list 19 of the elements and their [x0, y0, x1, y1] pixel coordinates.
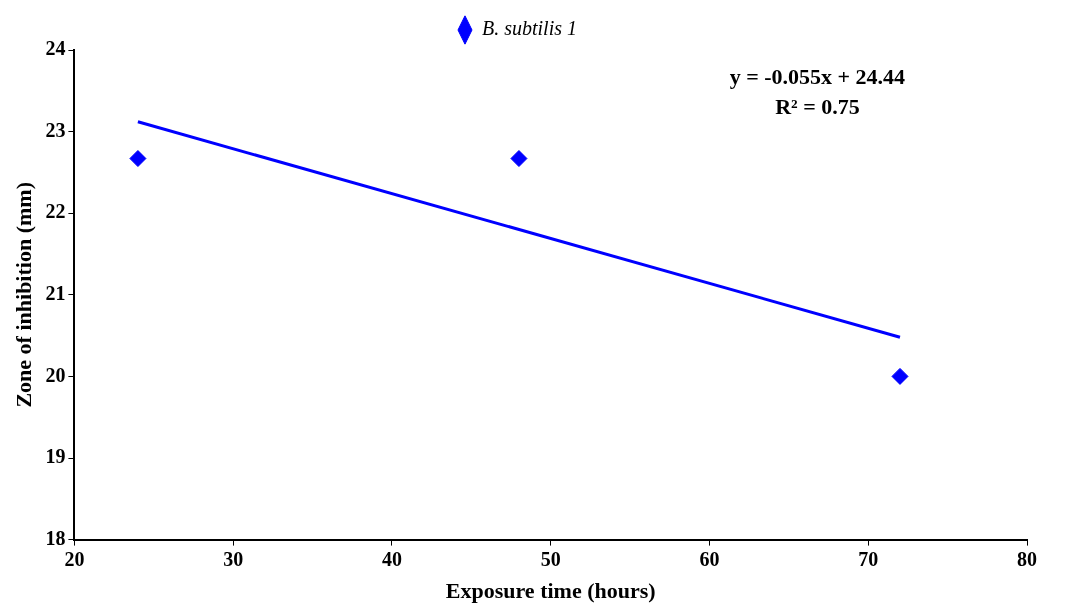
x-tick-label: 40	[381, 547, 402, 570]
y-tick-label: 19	[45, 445, 66, 468]
y-tick-label: 24	[45, 37, 66, 60]
x-tick-label: 50	[540, 547, 561, 570]
y-tick-label: 21	[45, 281, 66, 304]
y-tick-label: 18	[45, 526, 66, 549]
x-tick-label: 70	[858, 547, 879, 570]
y-axis-title: Zone of inhibition (mm)	[10, 182, 36, 408]
y-tick-label: 23	[45, 118, 66, 141]
x-tick-label: 20	[64, 547, 85, 570]
annotation: R² = 0.75	[775, 93, 860, 119]
y-tick-label: 20	[45, 363, 66, 386]
x-axis-title: Exposure time (hours)	[445, 578, 656, 604]
y-tick-label: 22	[45, 200, 66, 223]
annotation: y = -0.055x + 24.44	[729, 63, 906, 89]
x-tick-label: 80	[1017, 547, 1037, 570]
x-tick-label: 60	[699, 547, 720, 570]
legend-label: B. subtilis 1	[482, 17, 578, 40]
x-tick-label: 30	[223, 547, 244, 570]
